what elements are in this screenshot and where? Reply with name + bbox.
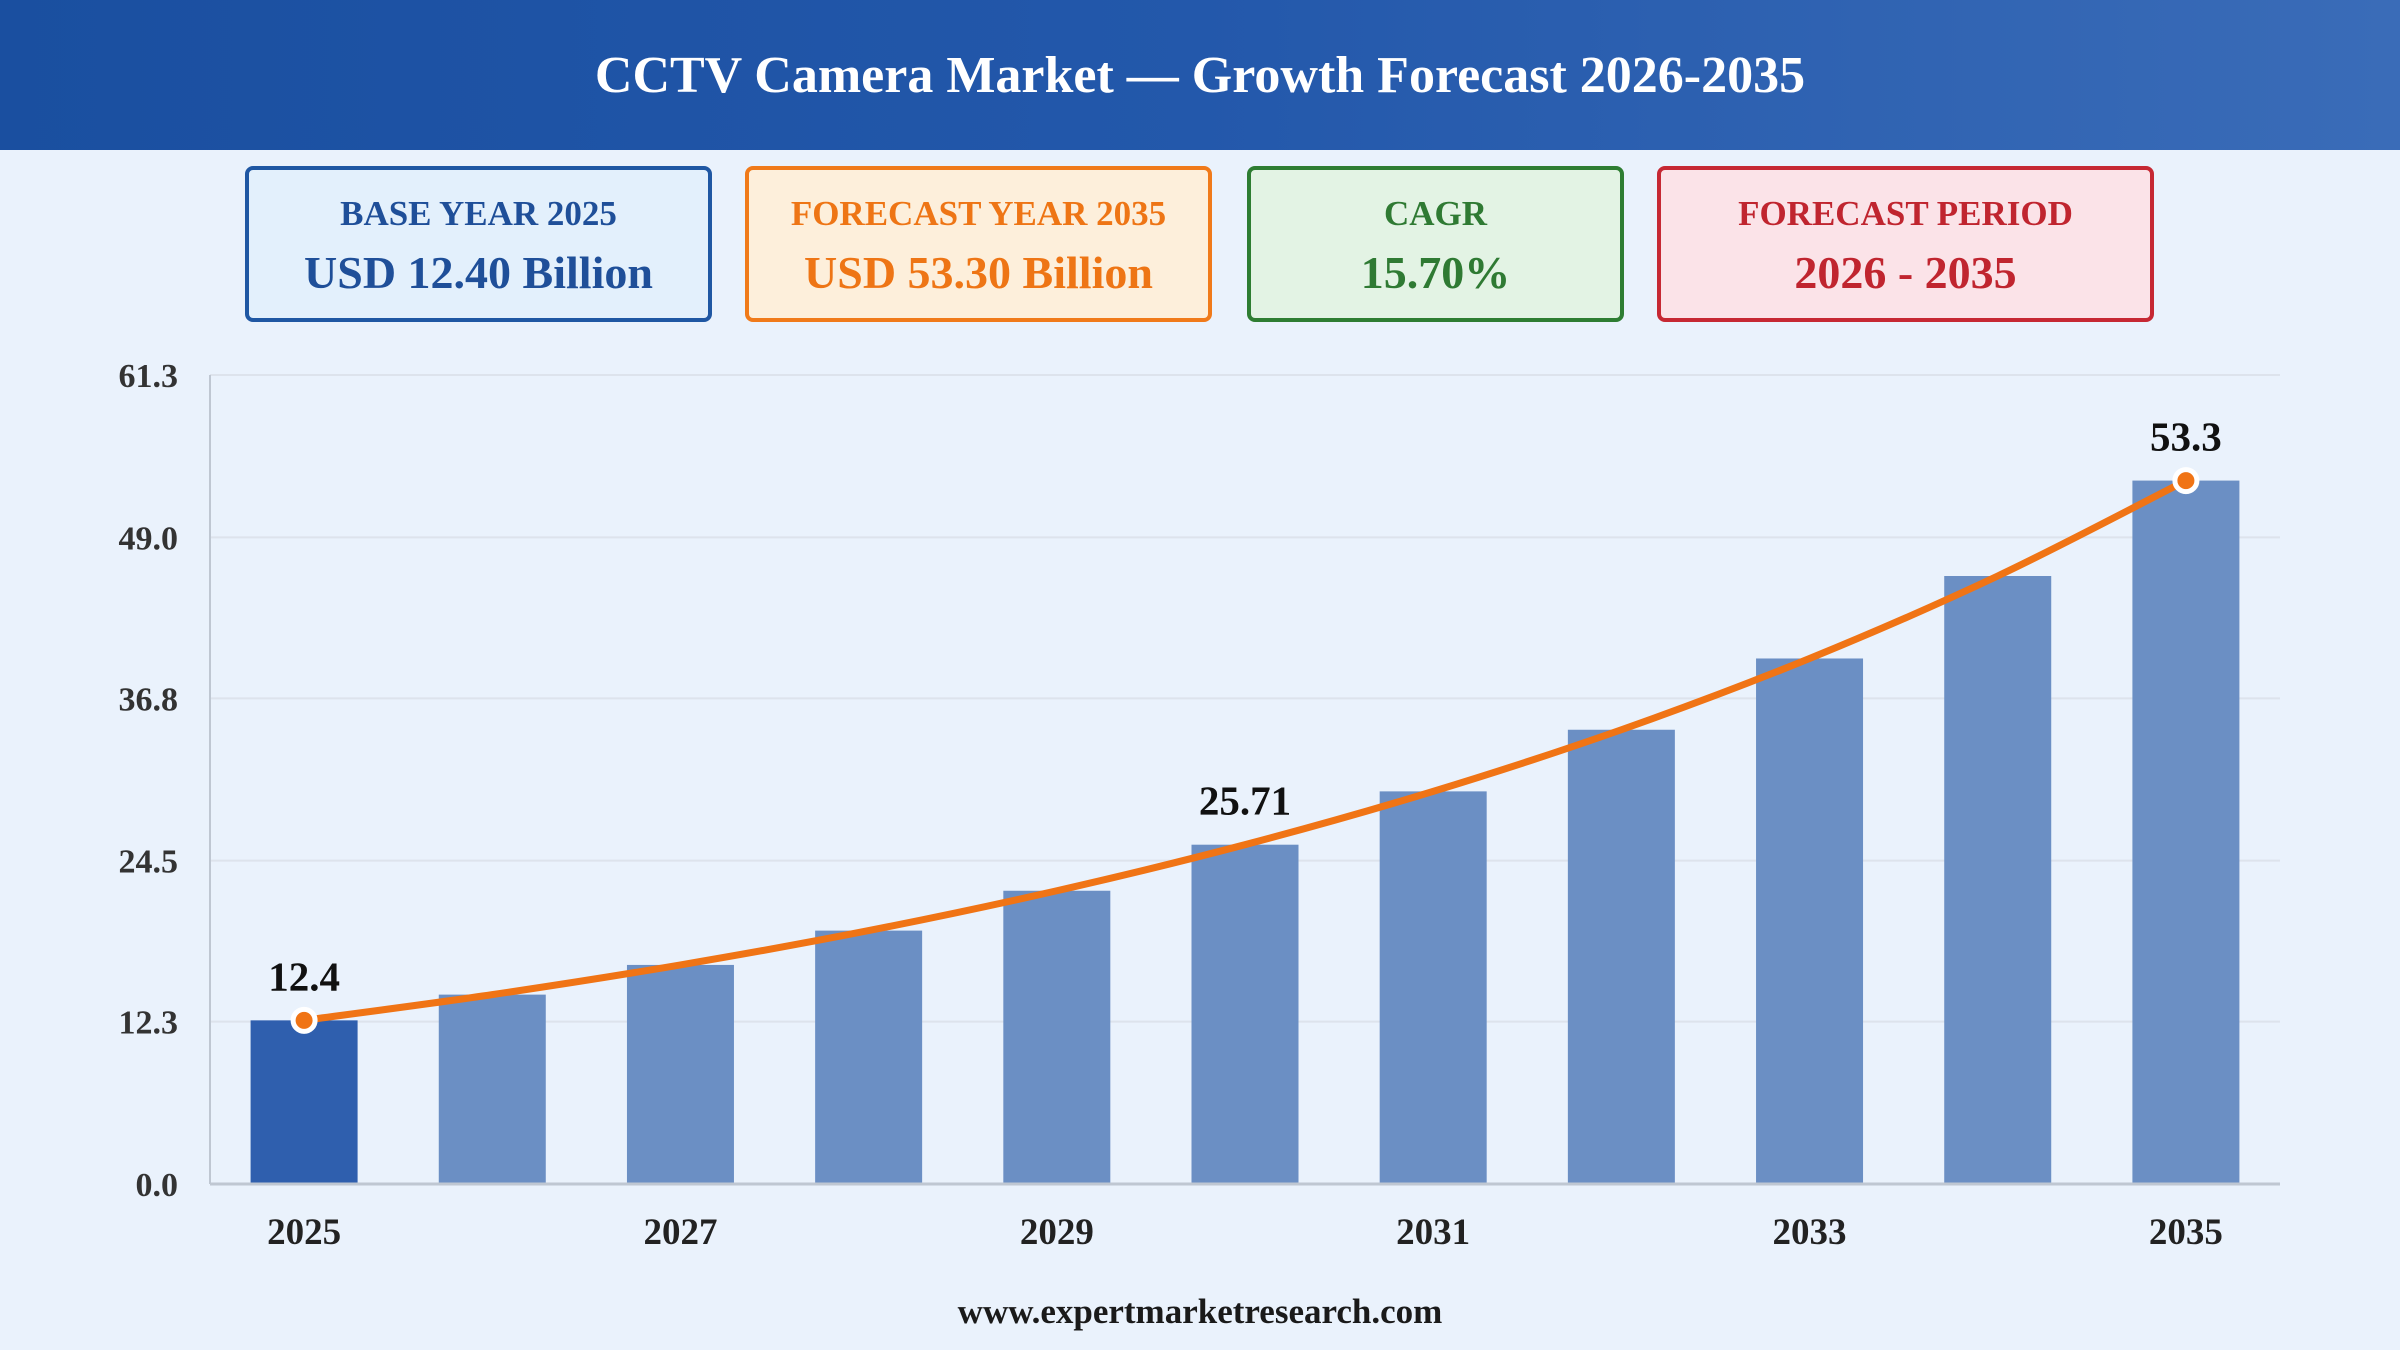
bar xyxy=(815,930,923,1184)
data-label: 12.4 xyxy=(268,953,340,999)
x-tick-label: 2035 xyxy=(2149,1212,2223,1253)
base-year-card: BASE YEAR 2025 USD 12.40 Billion xyxy=(245,166,712,322)
y-tick-label: 0.0 xyxy=(136,1167,179,1204)
cagr-card: CAGR 15.70% xyxy=(1247,166,1624,322)
x-tick-label: 2027 xyxy=(643,1212,717,1253)
trend-point xyxy=(290,1006,318,1034)
chart-title: CCTV Camera Market — Growth Forecast 202… xyxy=(594,46,1806,104)
forecast-period-label: FORECAST PERIOD xyxy=(1738,194,2073,233)
bar xyxy=(1379,791,1487,1184)
forecast-year-label: FORECAST YEAR 2035 xyxy=(790,194,1167,233)
x-tick-label: 2029 xyxy=(1020,1212,1094,1253)
forecast-year-card: FORECAST YEAR 2035 USD 53.30 Billion xyxy=(745,166,1212,322)
base-year-label: BASE YEAR 2025 xyxy=(340,194,617,233)
bar xyxy=(1756,658,1864,1184)
source-footer: www.expertmarketresearch.com xyxy=(957,1292,1443,1331)
y-tick-label: 61.3 xyxy=(119,358,179,395)
bar xyxy=(1567,729,1675,1184)
x-tick-label: 2033 xyxy=(1773,1212,1847,1253)
y-tick-label: 36.8 xyxy=(119,681,179,718)
cagr-label: CAGR xyxy=(1383,194,1488,233)
forecast-year-value: USD 53.30 Billion xyxy=(804,247,1153,298)
header-banner: CCTV Camera Market — Growth Forecast 202… xyxy=(0,0,2400,150)
data-label: 25.71 xyxy=(1199,778,1291,824)
cagr-value: 15.70% xyxy=(1360,247,1511,298)
bar xyxy=(1944,575,2052,1184)
forecast-period-value: 2026 - 2035 xyxy=(1794,247,2017,298)
forecast-period-card: FORECAST PERIOD 2026 - 2035 xyxy=(1657,166,2154,322)
x-tick-label: 2025 xyxy=(267,1212,341,1253)
y-tick-label: 12.3 xyxy=(119,1005,179,1042)
data-label: 53.3 xyxy=(2150,414,2222,460)
y-tick-label: 24.5 xyxy=(119,844,179,881)
trend-line xyxy=(300,477,2190,1024)
bar xyxy=(1191,844,1299,1184)
bar xyxy=(626,964,734,1184)
bar xyxy=(2132,480,2240,1185)
y-tick-label: 49.0 xyxy=(119,520,179,557)
bar xyxy=(1003,890,1111,1184)
base-year-value: USD 12.40 Billion xyxy=(304,247,653,298)
x-tick-label: 2031 xyxy=(1396,1212,1470,1253)
bar xyxy=(250,1020,358,1184)
bar xyxy=(438,994,546,1184)
trend-point xyxy=(2172,467,2200,495)
